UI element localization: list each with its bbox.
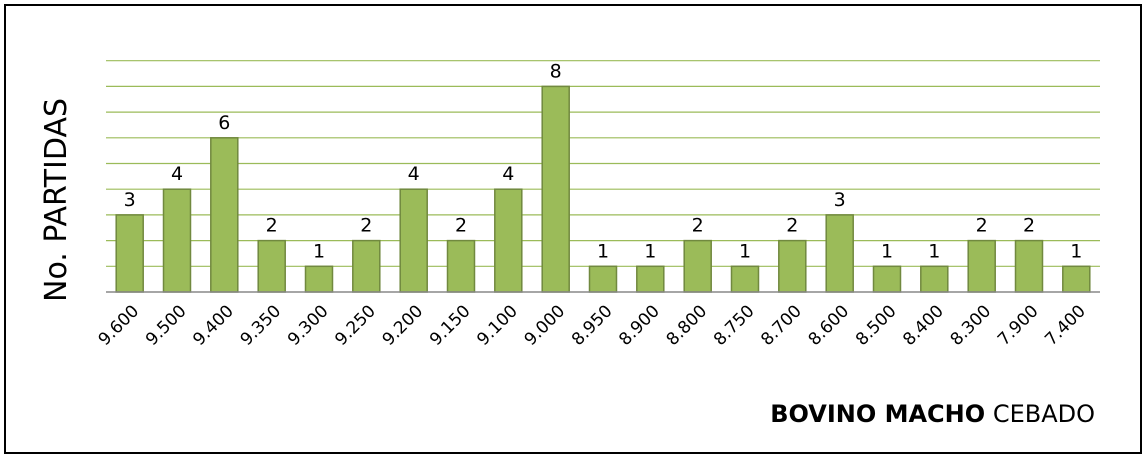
bar-7.900 (1014, 239, 1044, 293)
x-tick-label-7.900: 7.900 (994, 301, 1043, 350)
x-tick-label-9.000: 9.000 (521, 301, 570, 350)
x-tick-label-8.300: 8.300 (947, 301, 996, 350)
bars (115, 85, 1091, 293)
x-axis-title: BOVINO MACHO CEBADO (770, 400, 1095, 428)
data-label-8.500: 1 (881, 240, 893, 262)
gridlines (106, 60, 1100, 267)
x-tick-label-8.950: 8.950 (568, 301, 617, 350)
x-tick-label-9.600: 9.600 (95, 301, 144, 350)
bar-9.000 (541, 85, 570, 293)
x-tick-label-8.700: 8.700 (757, 301, 806, 350)
x-tick-label-9.150: 9.150 (426, 301, 475, 350)
data-label-8.700: 2 (786, 215, 798, 237)
bar-8.300 (967, 239, 996, 293)
x-tick-label-8.600: 8.600 (805, 301, 854, 350)
x-tick-label-8.750: 8.750 (710, 301, 759, 350)
x-tick-label-8.800: 8.800 (663, 301, 712, 350)
x-tick-label-9.350: 9.350 (237, 301, 286, 350)
bar-8.900 (636, 265, 665, 293)
bar-9.200 (399, 188, 428, 293)
x-axis-title-bold: BOVINO MACHO (770, 400, 985, 428)
data-label-9.300: 1 (313, 240, 325, 262)
bar-9.400 (210, 137, 239, 293)
x-tick-label-8.400: 8.400 (899, 301, 948, 350)
x-axis-title-regular: CEBADO (993, 400, 1095, 428)
bar-8.700 (778, 239, 807, 293)
bar-9.150 (446, 239, 476, 293)
bar-9.600 (115, 214, 144, 293)
data-label-9.100: 4 (502, 163, 514, 185)
data-label-9.250: 2 (360, 215, 372, 237)
bar-8.500 (872, 265, 902, 293)
x-tick-label-7.400: 7.400 (1041, 301, 1090, 350)
data-label-7.900: 2 (1023, 215, 1035, 237)
bar-8.400 (920, 265, 949, 293)
y-axis-title: No. PARTIDAS (39, 98, 74, 302)
bar-9.300 (304, 265, 334, 293)
data-label-7.400: 1 (1070, 240, 1082, 262)
data-label-8.800: 2 (692, 215, 704, 237)
data-label-8.950: 1 (597, 240, 609, 262)
chart-frame (4, 4, 1142, 454)
x-tick-label-9.200: 9.200 (379, 301, 428, 350)
x-axis-title-space (985, 400, 993, 428)
data-label-8.300: 2 (976, 215, 988, 237)
bar-9.500 (162, 188, 192, 293)
data-label-8.400: 1 (928, 240, 940, 262)
x-tick-label-9.100: 9.100 (473, 301, 522, 350)
data-label-9.600: 3 (124, 189, 136, 211)
x-tick-label-8.500: 8.500 (852, 301, 901, 350)
data-label-9.500: 4 (171, 163, 183, 185)
x-tick-label-9.500: 9.500 (142, 301, 191, 350)
data-label-8.750: 1 (739, 240, 751, 262)
bar-8.950 (588, 265, 618, 293)
bar-8.750 (730, 265, 760, 293)
data-label-9.350: 2 (266, 215, 278, 237)
x-tick-label-8.900: 8.900 (615, 301, 664, 350)
x-tick-label-9.250: 9.250 (331, 301, 380, 350)
data-labels: 3 4 6 2 1 2 4 2 4 8 1 1 2 1 2 3 1 1 2 2 1 (124, 60, 1083, 262)
x-tick-labels: 9.6009.5009.4009.3509.3009.2509.2009.150… (95, 301, 1090, 350)
bar-8.800 (683, 239, 712, 293)
data-label-9.200: 4 (408, 163, 420, 185)
data-label-9.150: 2 (455, 215, 467, 237)
bar-7.400 (1062, 265, 1091, 293)
data-label-9.000: 8 (550, 60, 562, 82)
x-tick-label-9.400: 9.400 (189, 301, 238, 350)
x-tick-label-9.300: 9.300 (284, 301, 333, 350)
data-label-9.400: 6 (218, 112, 230, 134)
bar-9.250 (352, 239, 381, 293)
data-label-8.900: 1 (644, 240, 656, 262)
bar-9.100 (494, 188, 523, 293)
bar-9.350 (257, 239, 286, 293)
bar-8.600 (825, 214, 854, 293)
data-label-8.600: 3 (834, 189, 846, 211)
